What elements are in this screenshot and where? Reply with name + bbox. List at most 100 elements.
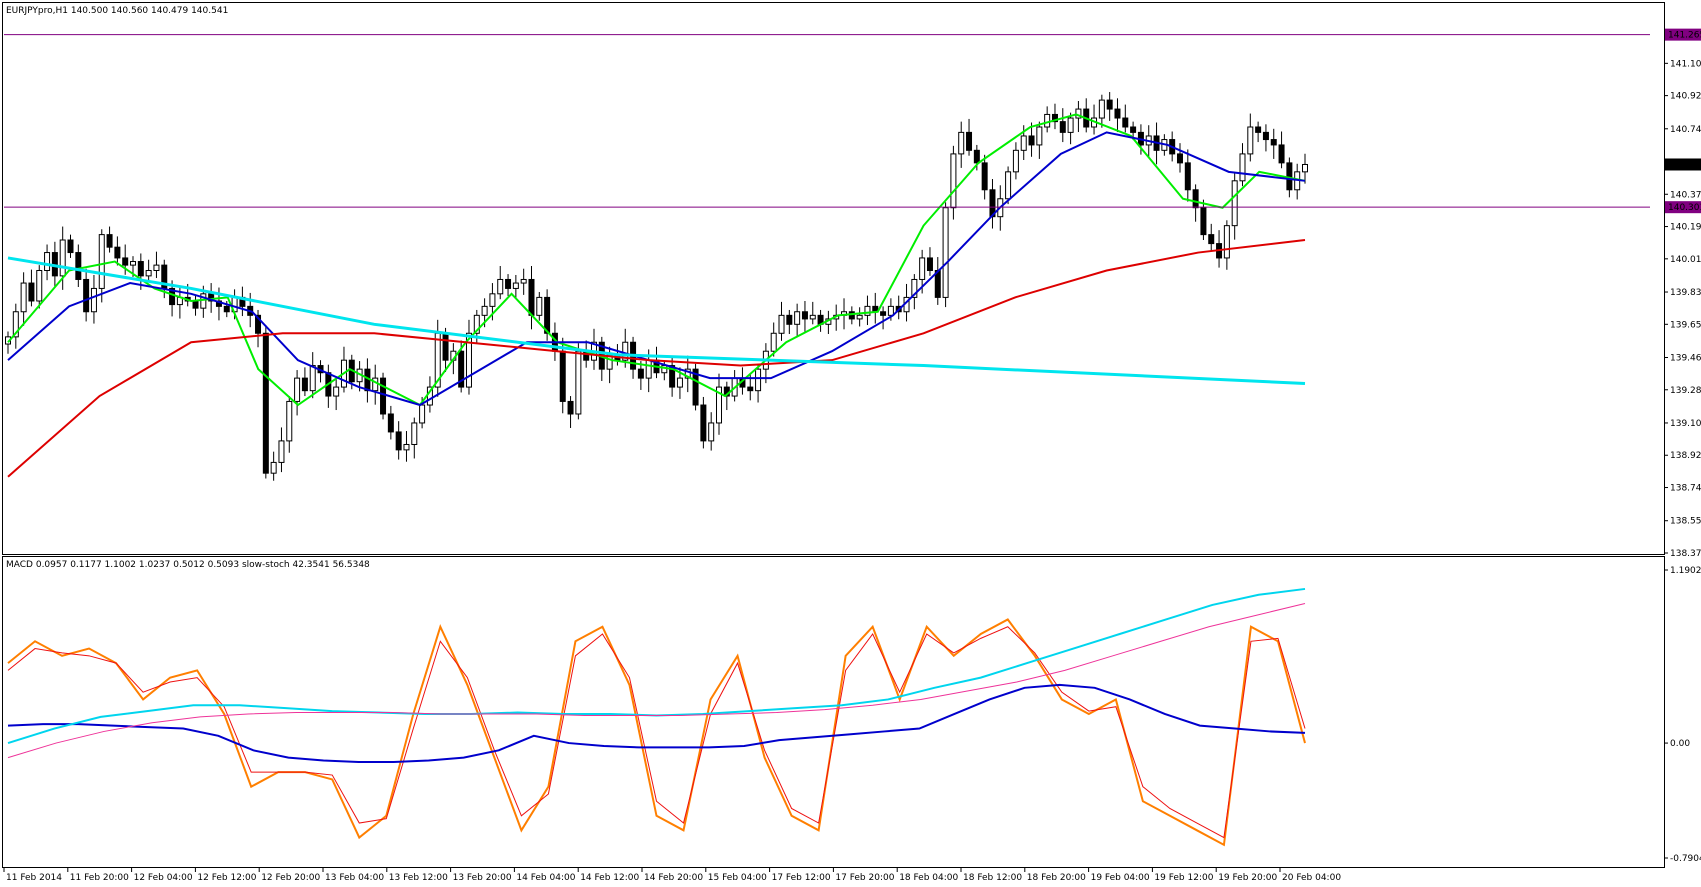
time-tick-label: 19 Feb 04:00	[1091, 873, 1150, 883]
price-tick-label: 141.105	[1670, 59, 1701, 69]
time-tick-label: 12 Feb 12:00	[197, 873, 256, 883]
candle-body	[12, 311, 19, 338]
candle-body	[294, 377, 301, 402]
indicator-pane	[2, 556, 1665, 868]
price-tick-label: 140.015	[1670, 255, 1701, 265]
candle-body	[489, 293, 496, 307]
candle-body	[801, 311, 808, 320]
time-tick-label: 12 Feb 04:00	[134, 873, 193, 883]
candle-body	[481, 305, 488, 316]
time-tick-label: 18 Feb 04:00	[899, 873, 958, 883]
candle-body	[1122, 117, 1129, 128]
candle-body	[981, 162, 988, 191]
candle-body	[622, 341, 629, 361]
candle-body	[973, 149, 980, 164]
candle-body	[411, 422, 418, 445]
candle-body	[966, 131, 973, 151]
price-tick-label: 139.100	[1670, 419, 1701, 429]
candle-body	[286, 400, 293, 442]
candle-body	[270, 461, 277, 474]
candle-body	[1044, 113, 1051, 128]
price-tick-label: 138.920	[1670, 451, 1701, 461]
candle-body	[458, 350, 465, 388]
candle-body	[114, 246, 121, 259]
candle-body	[1286, 162, 1293, 191]
candle-body	[497, 278, 504, 295]
candle-body	[75, 252, 82, 280]
candle-body	[770, 332, 777, 352]
candle-body	[145, 269, 152, 277]
candle-body	[864, 305, 871, 316]
time-tick-label: 18 Feb 20:00	[1027, 873, 1086, 883]
time-tick-label: 17 Feb 12:00	[772, 873, 831, 883]
candle-body	[1231, 180, 1238, 227]
time-tick-label: 11 Feb 2014	[6, 873, 62, 883]
candle-body	[223, 305, 230, 313]
indicator-header: MACD 0.0957 0.1177 1.1002 1.0237 0.5012 …	[6, 560, 370, 570]
price-label-box	[1665, 201, 1701, 214]
candle-body	[950, 153, 957, 209]
candle-body	[169, 287, 176, 306]
candle-body	[637, 368, 644, 379]
candle-body	[669, 365, 676, 388]
candle-body	[716, 386, 723, 424]
candle-body	[505, 278, 512, 289]
time-tick-label: 19 Feb 12:00	[1154, 873, 1213, 883]
candle-body	[278, 440, 285, 463]
candle-body	[520, 278, 527, 284]
candle-body	[465, 332, 472, 388]
candle-body	[403, 443, 410, 451]
candle-body	[528, 278, 535, 316]
candle-body	[90, 287, 97, 313]
time-tick-label: 12 Feb 20:00	[261, 873, 320, 883]
candle-body	[1176, 153, 1183, 164]
candle-body	[747, 386, 754, 392]
candle-body	[395, 431, 402, 451]
candle-body	[1239, 153, 1246, 182]
candle-body	[911, 278, 918, 298]
candle-body	[1278, 144, 1285, 164]
indicator-series-line	[7, 683, 1306, 763]
time-tick-label: 14 Feb 04:00	[516, 873, 575, 883]
price-tick-label: 138.555	[1670, 517, 1701, 527]
price-tick-label: 140.925	[1670, 92, 1701, 102]
candle-body	[856, 314, 863, 320]
candle-body	[1192, 189, 1199, 209]
time-tick-label: 13 Feb 04:00	[325, 873, 384, 883]
price-tick-label: 139.830	[1670, 288, 1701, 298]
time-tick-label: 14 Feb 20:00	[644, 873, 703, 883]
price-tick-label: 138.375	[1670, 549, 1701, 559]
candle-body	[28, 282, 35, 302]
time-tick-label: 13 Feb 20:00	[453, 873, 512, 883]
candle-body	[309, 365, 316, 392]
candle-body	[684, 368, 691, 379]
candle-body	[137, 261, 144, 277]
price-tick-label: 140.375	[1670, 190, 1701, 200]
candle-body	[700, 404, 707, 442]
indicator-series-line	[7, 618, 1306, 847]
candle-body	[1262, 131, 1269, 141]
candle-body	[1130, 126, 1137, 133]
candle-body	[255, 314, 262, 334]
time-tick-label: 20 Feb 04:00	[1282, 873, 1341, 883]
candle-body	[1020, 135, 1027, 151]
candle-body	[59, 239, 66, 277]
candle-body	[473, 314, 480, 334]
price-tick-label: 139.465	[1670, 353, 1701, 363]
candle-body	[567, 400, 574, 415]
price-tick-label: 139.285	[1670, 386, 1701, 396]
candle-body	[809, 314, 816, 320]
price-tick-label: 139.650	[1670, 320, 1701, 330]
time-tick-label: 11 Feb 20:00	[70, 873, 129, 883]
candle-body	[333, 386, 340, 397]
indicator-tick-label: 0.00	[1670, 739, 1690, 749]
candle-body	[387, 413, 394, 433]
candle-body	[919, 257, 926, 280]
symbol-header: EURJPYpro,H1 140.500 140.560 140.479 140…	[6, 6, 228, 16]
overlay-line	[7, 256, 1306, 385]
axis-marks: 141.105 140.925 140.740 140.375 140.195 140.0…	[3, 28, 1701, 883]
time-tick-label: 19 Feb 20:00	[1218, 873, 1277, 883]
candle-body	[512, 282, 519, 289]
candle-body	[1200, 207, 1207, 236]
